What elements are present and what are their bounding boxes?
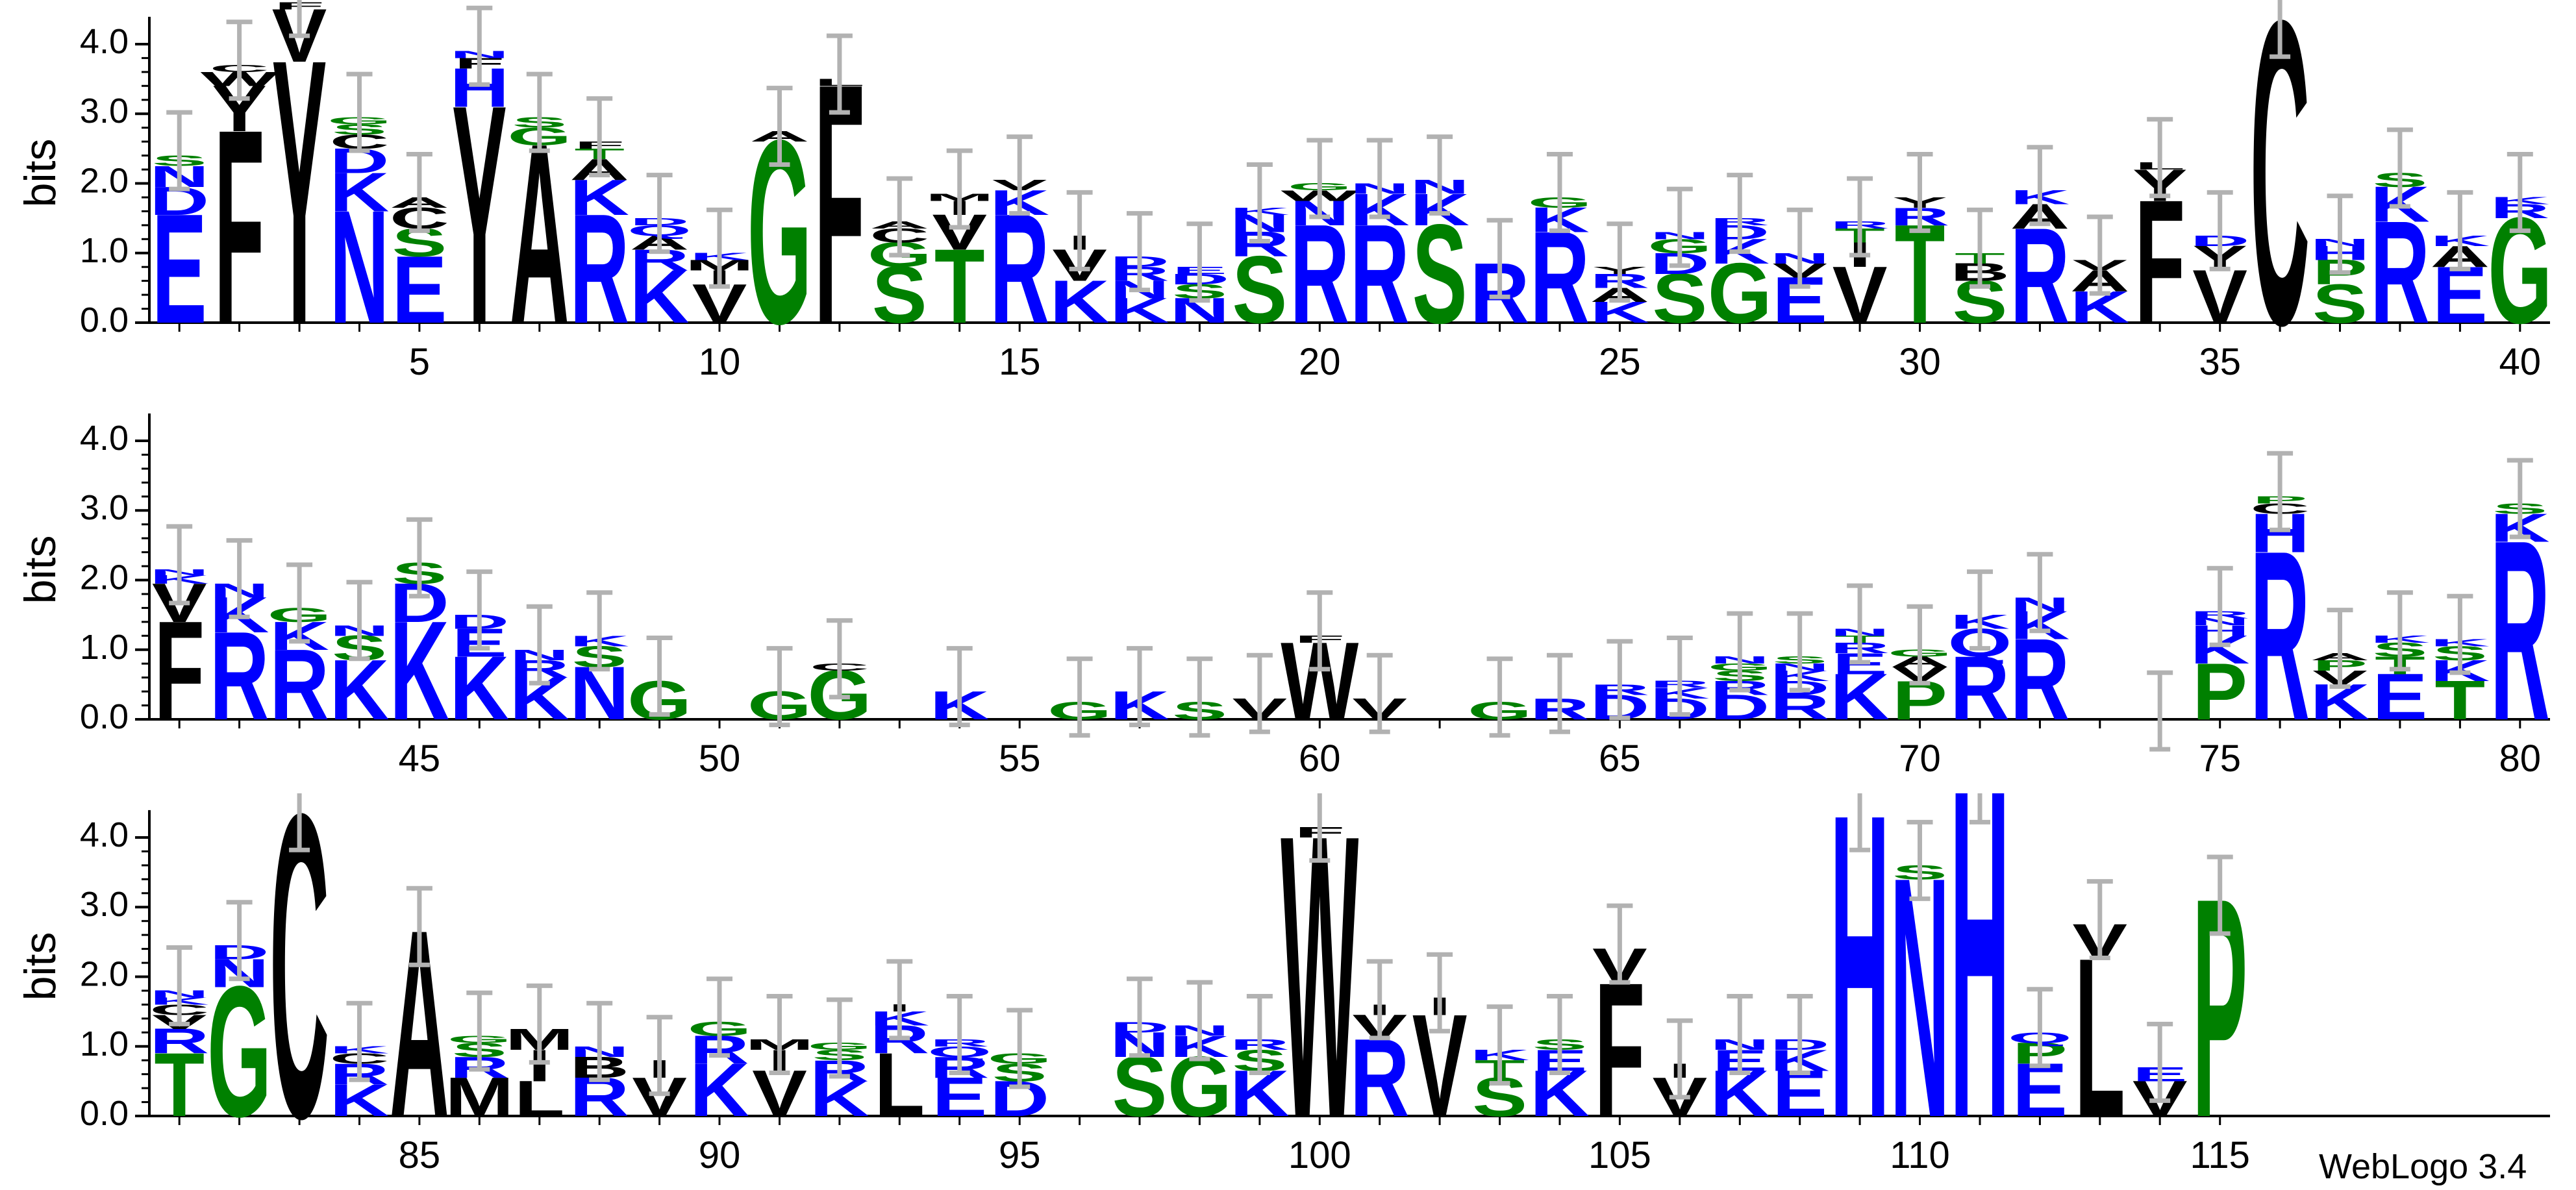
svg-text:4.0: 4.0 (80, 419, 129, 458)
svg-text:4.0: 4.0 (80, 22, 129, 61)
svg-text:55: 55 (999, 738, 1041, 780)
svg-text:3.0: 3.0 (80, 885, 129, 924)
svg-text:75: 75 (2199, 738, 2241, 780)
svg-text:4.0: 4.0 (80, 815, 129, 854)
svg-text:65: 65 (1599, 738, 1641, 780)
svg-text:90: 90 (699, 1134, 741, 1176)
svg-text:C: C (2250, 0, 2310, 397)
svg-text:10: 10 (699, 341, 741, 383)
svg-text:2.0: 2.0 (80, 558, 129, 597)
svg-text:60: 60 (1299, 738, 1341, 780)
svg-text:1.0: 1.0 (80, 628, 129, 667)
svg-text:C: C (269, 793, 329, 1190)
svg-text:35: 35 (2199, 341, 2241, 383)
svg-text:3.0: 3.0 (80, 488, 129, 527)
svg-text:70: 70 (1899, 738, 1941, 780)
svg-text:H: H (1950, 793, 2010, 1190)
svg-text:25: 25 (1599, 341, 1641, 383)
svg-text:0.0: 0.0 (80, 1094, 129, 1133)
svg-text:bits: bits (16, 138, 65, 207)
svg-text:50: 50 (699, 738, 741, 780)
svg-text:2.0: 2.0 (80, 162, 129, 201)
svg-text:bits: bits (16, 535, 65, 604)
svg-text:0.0: 0.0 (80, 301, 129, 340)
svg-text:95: 95 (999, 1134, 1041, 1176)
svg-text:bits: bits (16, 932, 65, 1000)
svg-text:0.0: 0.0 (80, 697, 129, 736)
svg-text:2.0: 2.0 (80, 955, 129, 994)
svg-text:3.0: 3.0 (80, 92, 129, 130)
svg-text:5: 5 (409, 341, 430, 383)
svg-text:1.0: 1.0 (80, 1024, 129, 1063)
svg-text:1.0: 1.0 (80, 231, 129, 270)
svg-text:H: H (1830, 793, 1890, 1190)
